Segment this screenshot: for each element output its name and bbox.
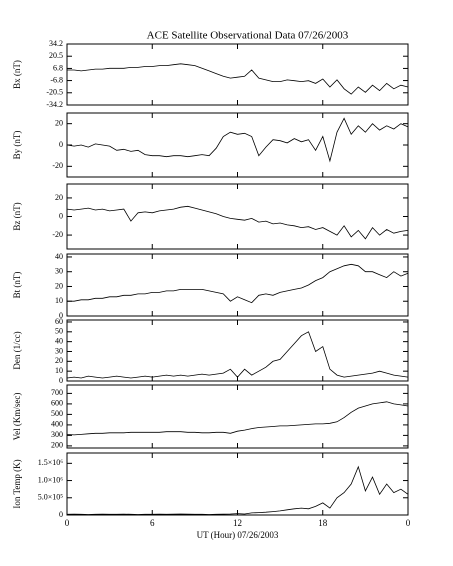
- y-tick-label: 500: [51, 409, 63, 418]
- chart-title: ACE Satellite Observational Data 07/26/2…: [147, 30, 349, 42]
- y-tick-label: 0: [59, 376, 63, 385]
- y-tick-label: 50: [55, 327, 63, 336]
- panel-frame: [66, 319, 409, 382]
- y-axis-label: Bt (nT): [12, 272, 22, 299]
- y-tick-label: 400: [51, 420, 63, 429]
- y-tick-label: -20: [52, 230, 63, 239]
- data-line: [66, 205, 409, 240]
- data-line: [67, 63, 409, 95]
- data-line: [66, 465, 409, 515]
- y-tick-label: 0: [59, 211, 63, 220]
- y-tick-label: -20: [52, 161, 63, 170]
- y-tick-label: 40: [55, 252, 63, 261]
- data-line: [66, 401, 409, 436]
- y-tick-label: 34.2: [49, 39, 63, 48]
- y-tick-label: 10: [55, 366, 63, 375]
- y-tick-label: 20: [55, 281, 63, 290]
- y-tick-label: 60: [55, 317, 63, 326]
- panel-frame: [66, 112, 409, 178]
- y-axis-label: Den (1/cc): [12, 331, 22, 369]
- panel-frame: [66, 452, 409, 516]
- x-tick-label: 18: [318, 518, 328, 528]
- y-tick-label: 20.5: [49, 51, 63, 60]
- y-tick-label: 1.5×10⁶: [38, 458, 64, 467]
- y-tick-label: 20: [55, 356, 63, 365]
- y-tick-label: 6.8: [53, 63, 63, 72]
- panel-frame: [66, 183, 409, 250]
- data-line: [66, 331, 409, 379]
- y-tick-label: 40: [55, 336, 63, 345]
- y-tick-label: 200: [51, 441, 63, 450]
- y-tick-label: -6.8: [50, 75, 63, 84]
- x-axis-label: UT (Hour) 07/26/2003: [197, 530, 279, 540]
- y-tick-label: 300: [51, 430, 63, 439]
- x-tick-label: 0: [65, 518, 70, 528]
- panel-frame: [66, 384, 409, 449]
- y-tick-label: 0: [59, 140, 63, 149]
- y-tick-label: 0: [59, 311, 63, 320]
- y-axis-label: Bz (nT): [12, 202, 22, 230]
- panel-frame: [66, 253, 409, 317]
- y-tick-label: 10: [55, 296, 63, 305]
- y-axis-label: Bx (nT): [12, 60, 22, 89]
- y-tick-label: 1.0×10⁶: [38, 475, 64, 484]
- y-tick-label: 5.0×10⁵: [38, 493, 64, 502]
- y-tick-label: 0: [59, 510, 63, 519]
- x-tick-label: 0: [406, 518, 411, 528]
- y-tick-label: -20.5: [46, 88, 63, 97]
- y-axis-label: By (nT): [12, 131, 22, 160]
- y-tick-label: 20: [55, 193, 63, 202]
- y-tick-label: 700: [51, 388, 63, 397]
- data-line: [67, 263, 409, 304]
- x-tick-label: 6: [150, 518, 155, 528]
- y-axis-label: Ion Temp (K): [12, 459, 22, 508]
- data-line: [66, 117, 409, 163]
- y-tick-label: 30: [55, 346, 63, 355]
- y-axis-label: Vel (Km/sec): [12, 393, 22, 441]
- y-tick-label: 20: [55, 118, 63, 127]
- y-tick-label: 600: [51, 399, 63, 408]
- x-tick-label: 12: [233, 518, 242, 528]
- y-tick-label: -34.2: [46, 100, 63, 109]
- y-tick-label: 30: [55, 267, 63, 276]
- panel-frame: [66, 43, 409, 106]
